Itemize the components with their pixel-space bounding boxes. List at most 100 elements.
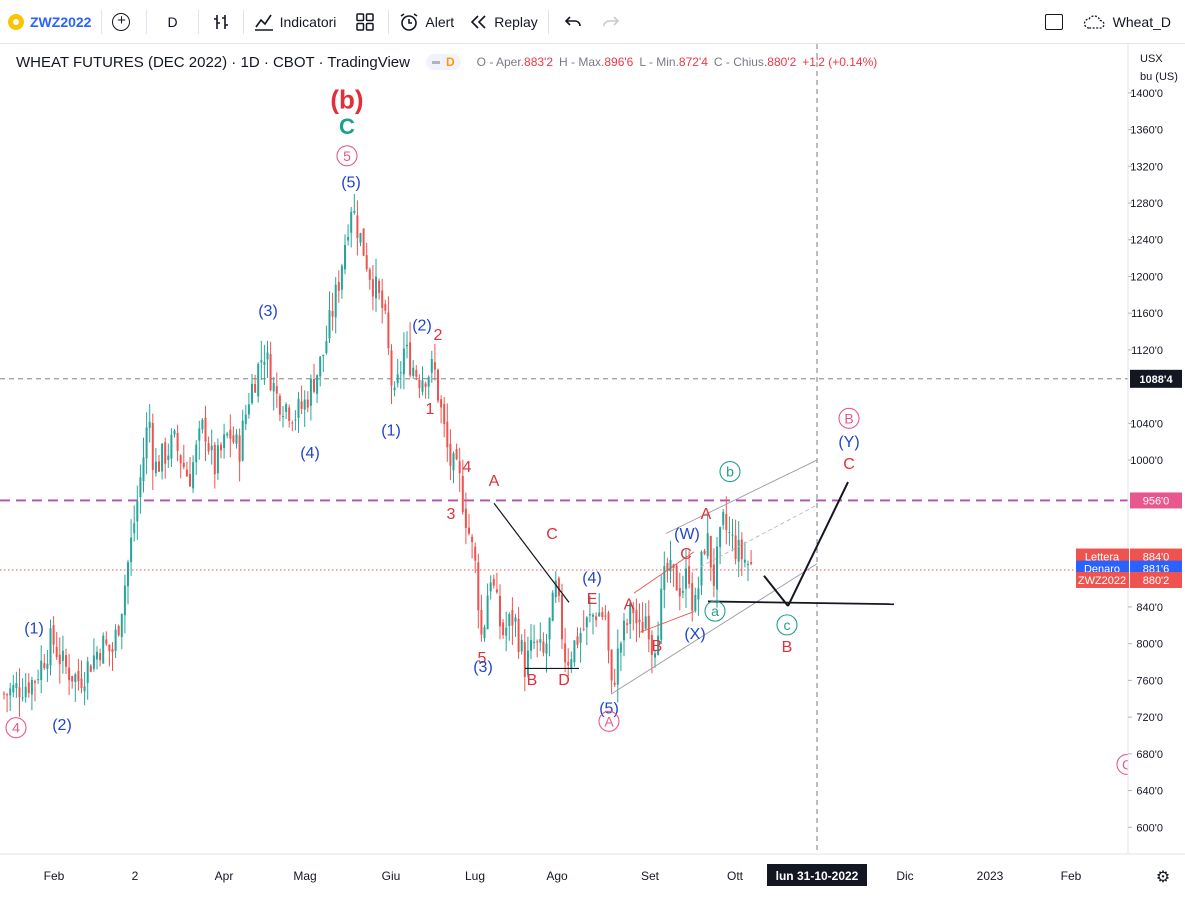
candle-body [77, 670, 80, 682]
candle-body [489, 582, 492, 592]
candle-body [412, 367, 415, 376]
candle-body [15, 683, 18, 689]
candle-body [334, 284, 337, 318]
price-tag-name-bg [1076, 571, 1129, 588]
compare-button[interactable]: + [104, 6, 144, 38]
candle-body [650, 635, 653, 655]
candle-body [722, 511, 725, 525]
projection-down [763, 575, 789, 607]
candle-body [288, 407, 291, 421]
layout-name-button[interactable]: Wheat_D [1079, 6, 1175, 38]
wave-label: C [546, 526, 558, 543]
wave-label: B [652, 638, 663, 655]
candle-body [111, 648, 114, 653]
candle-body [179, 455, 182, 464]
wave-label: (Y) [838, 434, 859, 451]
candle-body [344, 244, 346, 270]
candle-body [192, 462, 195, 489]
candle-body [728, 532, 731, 534]
wave-label: c [784, 617, 791, 633]
candle-body [703, 550, 706, 554]
price-tick-label: 1240'0 [1130, 235, 1163, 247]
candle-body [123, 585, 126, 616]
candle-body [623, 620, 625, 641]
ohlc-change: +1'2 (+0.14%) [802, 55, 878, 69]
candle-body [734, 535, 737, 559]
replay-button[interactable]: Replay [462, 6, 546, 38]
wave-circle [336, 145, 358, 167]
settings-gear-icon[interactable]: ⚙ [1156, 867, 1170, 886]
indicators-button[interactable]: Indicatori [246, 6, 345, 38]
candle-body [278, 395, 281, 415]
candle-body [415, 370, 418, 377]
candle-body [632, 607, 635, 614]
fullscreen-square-icon[interactable] [1044, 14, 1063, 30]
candle-body [570, 659, 573, 668]
projection-up [787, 481, 849, 607]
redo-icon [602, 15, 619, 26]
bar-chart-icon [213, 14, 228, 29]
candle-body [266, 352, 269, 360]
candle-body [182, 462, 185, 468]
legend-title[interactable]: WHEAT FUTURES (DEC 2022) · 1D · CBOT · T… [16, 53, 410, 71]
currency-selector[interactable]: USX bu (US) [1140, 50, 1178, 86]
price-tick-label: 1000'0 [1130, 455, 1163, 467]
candle-body [114, 629, 117, 651]
candle-body [368, 269, 371, 280]
wave-label: C [843, 456, 855, 473]
redo-button[interactable] [595, 6, 627, 38]
price-tag-name-bg [1076, 548, 1129, 565]
candle-body [654, 653, 656, 658]
price-tick-label: 1120'0 [1131, 345, 1163, 357]
toolbar-divider [242, 9, 244, 34]
wave-labels: 4(1)(2)(3)(4)(b)C5(5)(1)(2)2143A5(3)C(4)… [5, 84, 1138, 775]
time-tick-label: Mag [293, 869, 316, 883]
alert-button[interactable]: Alert [391, 6, 462, 38]
wave-label: 5 [478, 650, 487, 667]
ohlc-open: O - Aper.883'2 [476, 55, 554, 69]
candle-body [120, 613, 123, 638]
status-pill[interactable]: D [425, 54, 461, 70]
undo-button[interactable] [551, 6, 595, 38]
candle-body [102, 635, 105, 664]
chart-type-button[interactable] [201, 6, 241, 38]
wave-label: (4) [300, 445, 320, 462]
candle-body [133, 523, 136, 534]
candle-body [235, 434, 238, 444]
chart-legend: WHEAT FUTURES (DEC 2022) · 1D · CBOT · T… [16, 53, 883, 71]
time-tick-label: Ott [727, 869, 744, 883]
time-tick-label: Apr [215, 869, 234, 883]
symbol-search-button[interactable]: ZWZ2022 [0, 6, 99, 38]
toolbar-divider [146, 9, 148, 34]
candle-body [185, 469, 188, 477]
candle-body [511, 610, 514, 626]
candle-body [325, 341, 328, 354]
candle-body [619, 643, 622, 653]
candle-body [588, 614, 591, 616]
candle-body [483, 627, 486, 639]
candle-body [176, 432, 179, 451]
candle-body [232, 435, 235, 443]
wave-circle [719, 461, 741, 483]
candle-body [582, 628, 585, 630]
time-tick-label: Dic [896, 869, 913, 883]
candle-body [595, 616, 598, 621]
projection-horizontal [707, 600, 895, 606]
candle-body [309, 378, 312, 406]
wave-label: (2) [412, 318, 432, 335]
ohlc-high: H - Max.896'6 [559, 55, 634, 69]
layouts-button[interactable] [344, 6, 386, 38]
candle-body [6, 694, 9, 696]
status-dash-icon [431, 60, 440, 64]
wave-label: 4 [463, 459, 472, 476]
candle-body [210, 445, 213, 451]
subwave-line [633, 551, 695, 594]
price-chart[interactable]: 4(1)(2)(3)(4)(b)C5(5)(1)(2)2143A5(3)C(4)… [0, 44, 1185, 899]
candle-body [220, 444, 222, 451]
candle-body [402, 348, 405, 375]
candle-body [492, 579, 495, 586]
candle-body [542, 641, 545, 653]
interval-button[interactable]: D [149, 6, 195, 38]
time-tick-label: Giu [382, 869, 401, 883]
undo-icon [564, 15, 581, 26]
